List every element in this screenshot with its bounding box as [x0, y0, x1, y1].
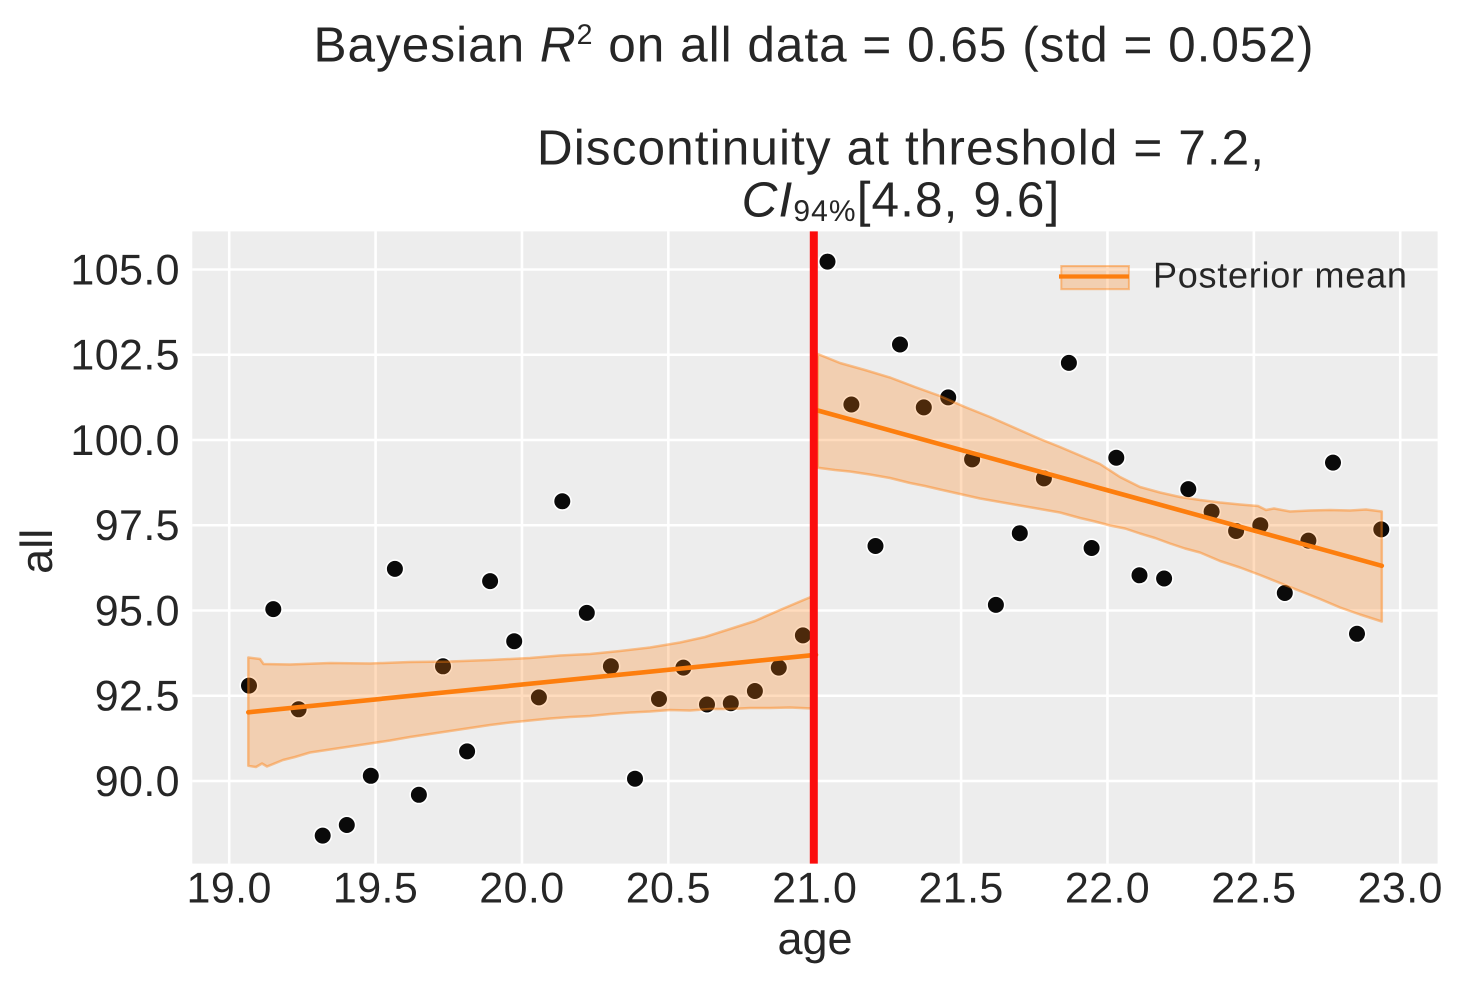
- svg-text:all: all: [11, 529, 62, 574]
- svg-text:age: age: [777, 913, 852, 964]
- svg-text:92.5: 92.5: [95, 673, 180, 721]
- svg-text:21.0: 21.0: [772, 864, 857, 912]
- svg-text:19.0: 19.0: [187, 864, 272, 912]
- svg-text:102.5: 102.5: [70, 332, 180, 380]
- svg-text:20.5: 20.5: [626, 864, 711, 912]
- svg-text:22.5: 22.5: [1211, 864, 1296, 912]
- svg-text:Posterior mean: Posterior mean: [1153, 255, 1408, 296]
- svg-text:97.5: 97.5: [95, 502, 180, 550]
- svg-text:100.0: 100.0: [70, 417, 180, 465]
- svg-text:105.0: 105.0: [70, 246, 180, 294]
- svg-text:23.0: 23.0: [1358, 864, 1443, 912]
- svg-text:90.0: 90.0: [95, 758, 180, 806]
- svg-text:CI94%[4.8, 9.6]: CI94%[4.8, 9.6]: [742, 173, 1061, 229]
- svg-text:95.0: 95.0: [95, 587, 180, 635]
- svg-text:19.5: 19.5: [333, 864, 418, 912]
- svg-text:22.0: 22.0: [1065, 864, 1150, 912]
- svg-text:Bayesian R2 on all data = 0.65: Bayesian R2 on all data = 0.65 (std = 0.…: [314, 18, 1315, 73]
- svg-text:Discontinuity at threshold = 7: Discontinuity at threshold = 7.2,: [537, 120, 1265, 175]
- svg-text:20.0: 20.0: [479, 864, 564, 912]
- svg-text:21.5: 21.5: [918, 864, 1003, 912]
